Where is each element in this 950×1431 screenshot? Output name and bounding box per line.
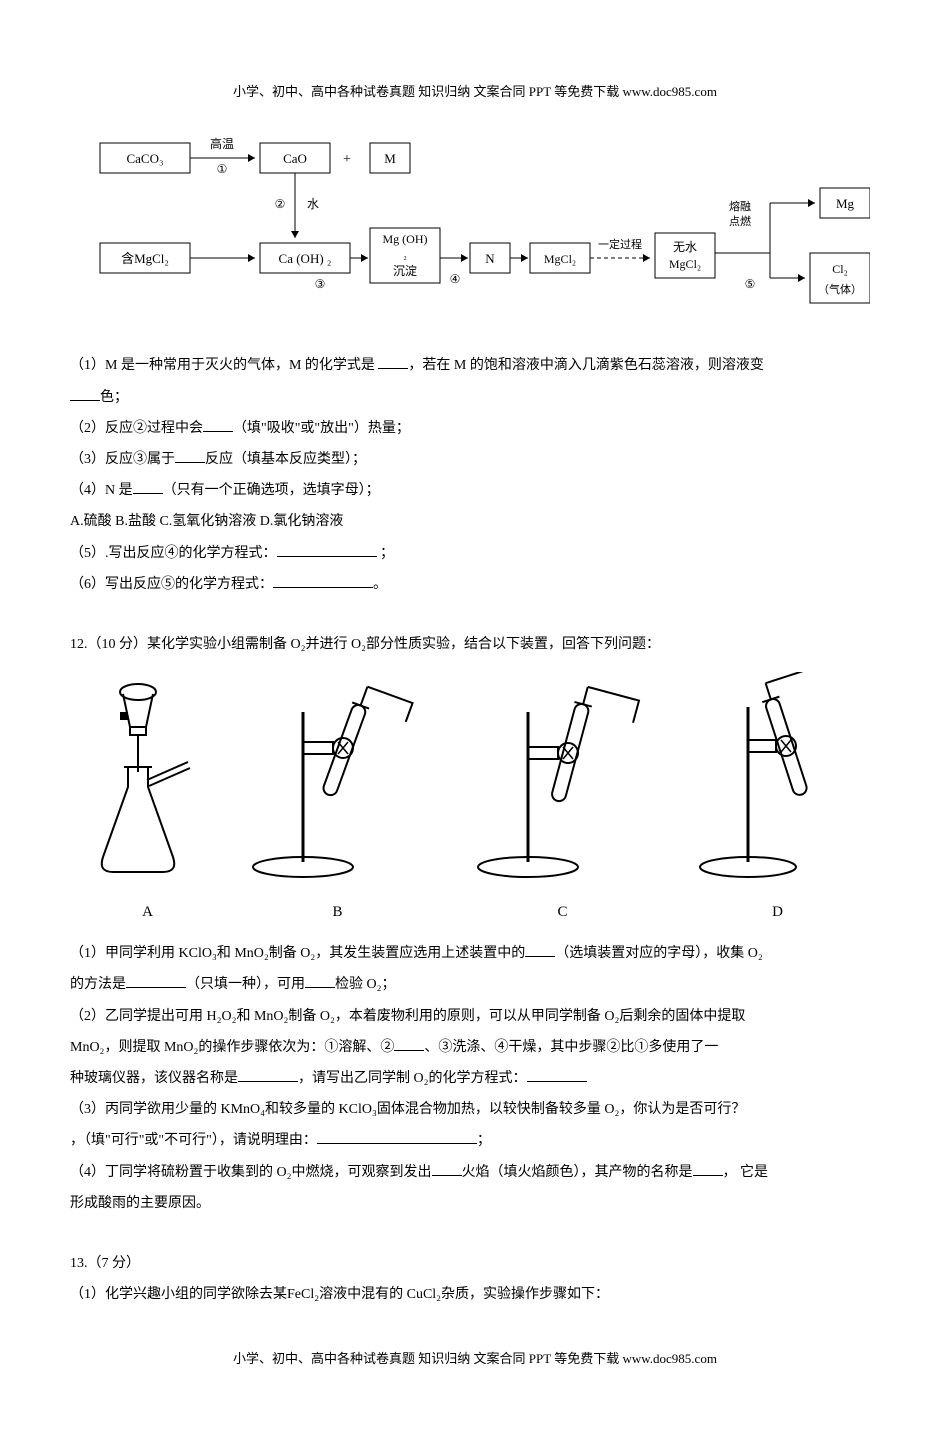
blank xyxy=(317,1128,477,1144)
blank xyxy=(175,447,205,463)
q11-part6: （6）写出反应⑤的化学方程式：。 xyxy=(70,572,880,597)
box-caco3: CaCO₃ xyxy=(126,151,163,166)
box-han-mgcl2: 含MgCl₂ xyxy=(121,251,169,266)
box-mgcl2-2: MgCl₂ xyxy=(544,252,576,266)
blank xyxy=(378,353,408,369)
blank xyxy=(126,972,186,988)
q11-part4: （4）N 是（只有一个正确选项，选填字母）； xyxy=(70,478,880,503)
blank xyxy=(133,478,163,494)
q11-part4-opts: A.硫酸 B.盐酸 C.氢氧化钠溶液 D.氯化钠溶液 xyxy=(70,509,880,534)
label-circle3: ③ xyxy=(315,277,326,291)
page-footer: 小学、初中、高中各种试卷真题 知识归纳 文案合同 PPT 等免费下载 www.d… xyxy=(70,1347,880,1370)
label-d: D xyxy=(693,899,863,926)
flowchart-diagram: CaCO₃ CaO M + 高温 ① 含MgCl₂ Ca (OH) ₂ Mg (… xyxy=(70,123,880,323)
label-rongrong-1: 熔融 xyxy=(729,199,751,213)
blank xyxy=(70,385,100,401)
blank xyxy=(525,941,555,957)
svg-text:₂: ₂ xyxy=(403,250,407,261)
q11-p1-c: 色； xyxy=(70,385,880,410)
q12-title: 12.（10 分）某化学实验小组需制备 O₂并进行 O₂部分性质实验，结合以下装… xyxy=(70,632,880,657)
box-mg: Mg xyxy=(836,196,855,211)
label-circle1: ① xyxy=(217,162,228,176)
apparatus-c: C xyxy=(468,672,658,926)
apparatus-a: A xyxy=(88,672,208,926)
svg-text:MgCl₂: MgCl₂ xyxy=(669,257,701,271)
q11-part5: （5）.写出反应④的化学方程式： ； xyxy=(70,541,880,566)
q11-p1-b: ，若在 M 的饱和溶液中滴入几滴紫色石蕊溶液，则溶液变 xyxy=(408,358,763,373)
q12-part2a: （2）乙同学提出可用 H₂O₂和 MnO₂制备 O₂，本着废物利用的原则，可以从… xyxy=(70,1004,880,1029)
label-b: B xyxy=(243,899,433,926)
svg-text:点燃: 点燃 xyxy=(729,214,751,228)
blank xyxy=(305,972,335,988)
q13-title: 13.（7 分） xyxy=(70,1251,880,1276)
label-gaowen: 高温 xyxy=(210,136,234,151)
blank xyxy=(203,416,233,432)
blank xyxy=(277,541,377,557)
blank xyxy=(273,572,373,588)
blank xyxy=(527,1066,587,1082)
blank xyxy=(693,1160,723,1176)
q11-part1: （1）M 是一种常用于灭火的气体，M 的化学式是 ，若在 M 的饱和溶液中滴入几… xyxy=(70,353,880,378)
q12-part2c: 种玻璃仪器，该仪器名称是，请写出乙同学制 O₂的化学方程式： xyxy=(70,1066,880,1091)
q12-part1b: 的方法是（只填一种），可用检验 O₂； xyxy=(70,972,880,997)
box-mgoh-1: Mg (OH) xyxy=(383,232,428,246)
blank xyxy=(432,1160,462,1176)
page-header: 小学、初中、高中各种试卷真题 知识归纳 文案合同 PPT 等免费下载 www.d… xyxy=(70,80,880,103)
q12-part3a: （3）丙同学欲用少量的 KMnO₄和较多量的 KClO₃固体混合物加热，以较快制… xyxy=(70,1097,880,1122)
box-caoh2: Ca (OH) ₂ xyxy=(279,251,332,266)
apparatus-d: D xyxy=(693,672,863,926)
box-n: N xyxy=(485,251,495,266)
label-circle5: ⑤ xyxy=(745,277,756,291)
q11-p1-a: （1）M 是一种常用于灭火的气体，M 的化学式是 xyxy=(70,358,378,373)
label-circle4: ④ xyxy=(450,272,461,286)
box-cao: CaO xyxy=(283,151,307,166)
svg-text:（气体）: （气体） xyxy=(818,282,862,296)
box-cl2-1: Cl₂ xyxy=(832,262,848,276)
q11-part3: （3）反应③属于反应（填基本反应类型）； xyxy=(70,447,880,472)
q11-part2: （2）反应②过程中会（填"吸收"或"放出"）热量； xyxy=(70,416,880,441)
plus-sign: + xyxy=(343,152,351,167)
label-a: A xyxy=(88,899,208,926)
q12-part2b: MnO₂，则提取 MnO₂的操作步骤依次为：①溶解、②、③洗涤、④干燥，其中步骤… xyxy=(70,1035,880,1060)
q12-part4: （4）丁同学将硫粉置于收集到的 O₂中燃烧，可观察到发出火焰（填火焰颜色），其产… xyxy=(70,1160,880,1185)
q12-part1: （1）甲同学利用 KClO₃和 MnO₂制备 O₂，其发生装置应选用上述装置中的… xyxy=(70,941,880,966)
apparatus-b: B xyxy=(243,672,433,926)
label-yiding: 一定过程 xyxy=(598,237,642,251)
label-shui: 水 xyxy=(307,197,319,211)
q12-part3b: ，（填"可行"或"不可行"），请说明理由：； xyxy=(70,1128,880,1153)
label-circle2: ② xyxy=(275,197,286,211)
svg-text:沉淀: 沉淀 xyxy=(393,264,417,278)
label-c: C xyxy=(468,899,658,926)
q12-part4b: 形成酸雨的主要原因。 xyxy=(70,1191,880,1216)
box-m: M xyxy=(384,151,396,166)
blank xyxy=(238,1066,298,1082)
q13-part1: （1）化学兴趣小组的同学欲除去某FeCl₂溶液中混有的 CuCl₂杂质，实验操作… xyxy=(70,1282,880,1307)
apparatus-row: A B xyxy=(70,672,880,926)
box-wushui-1: 无水 xyxy=(673,240,697,254)
blank xyxy=(394,1035,424,1051)
